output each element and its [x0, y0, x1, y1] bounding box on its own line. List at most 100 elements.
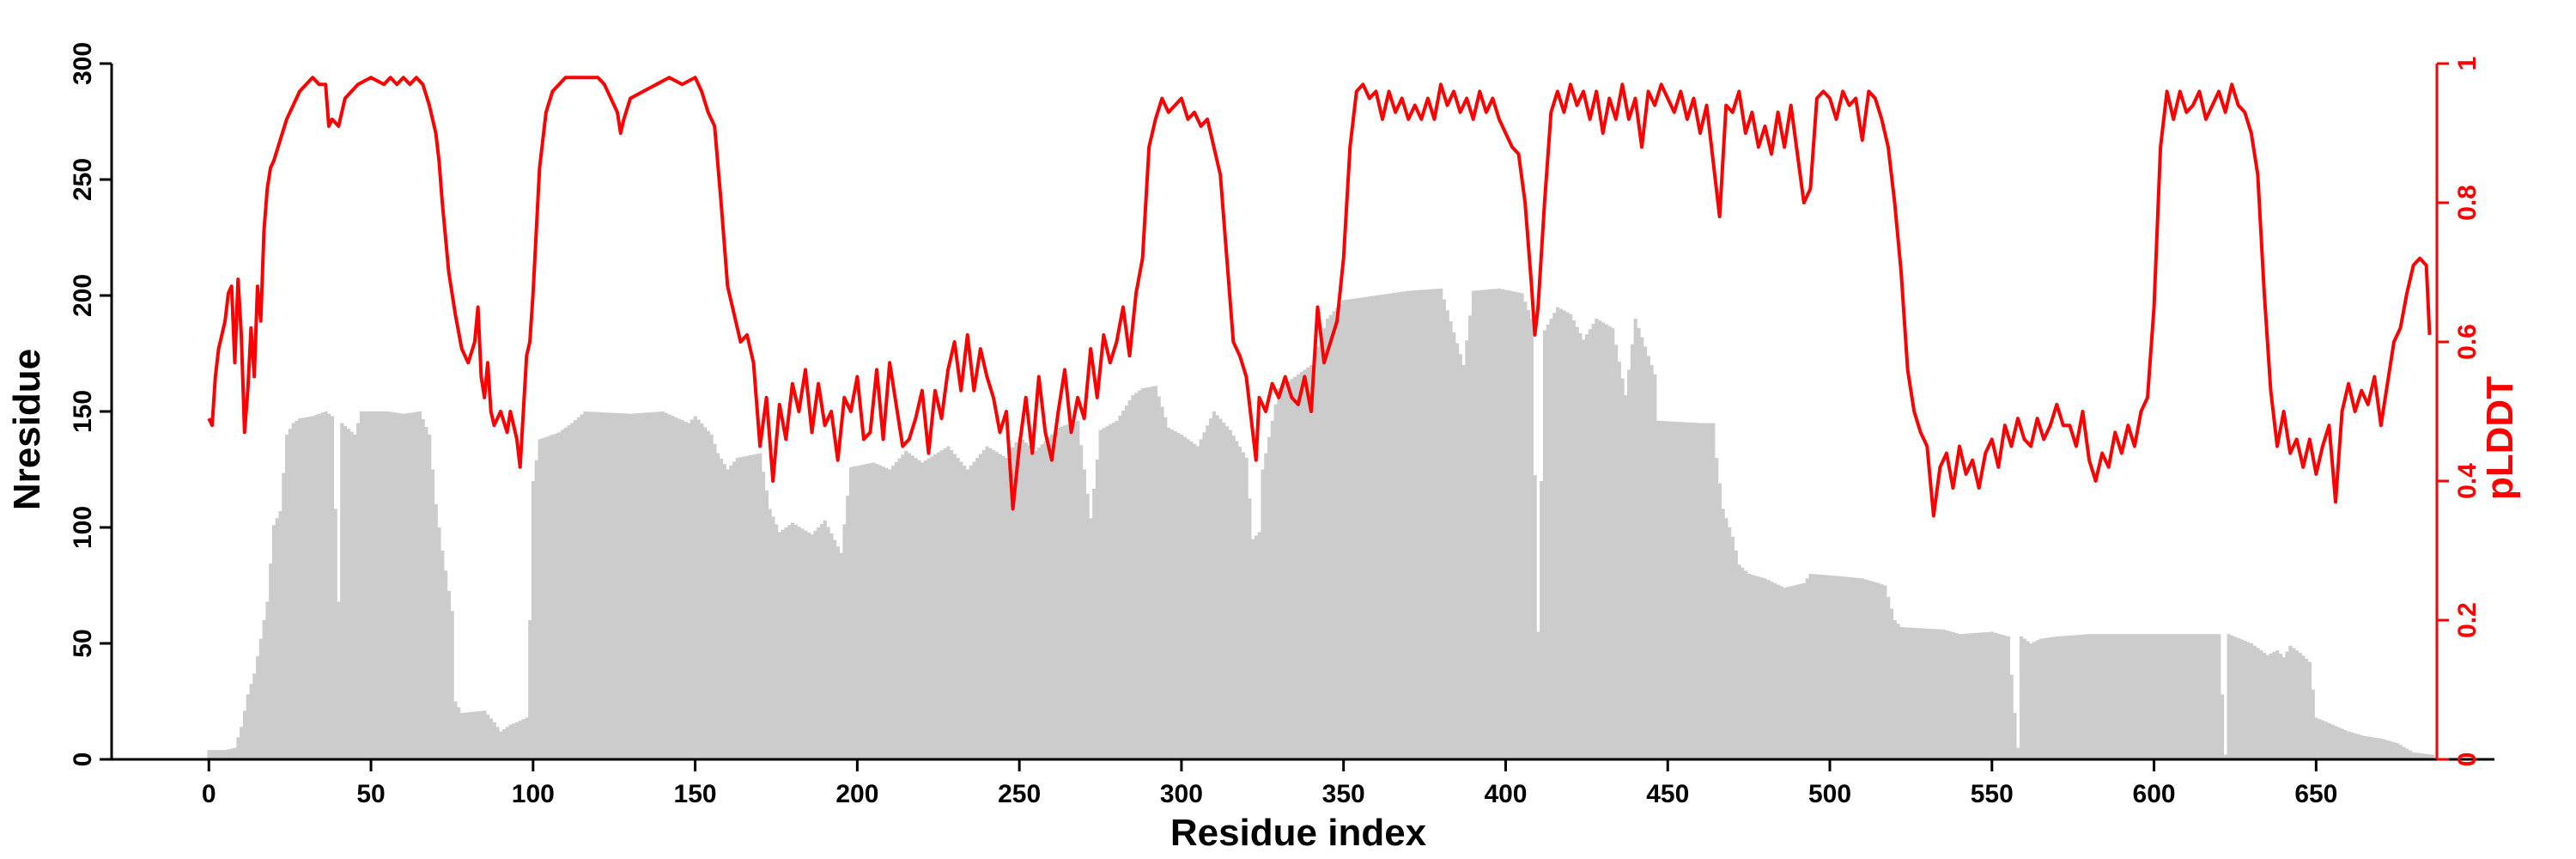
coverage-bar — [848, 466, 854, 759]
coverage-bar — [1481, 289, 1485, 760]
coverage-bar — [846, 496, 850, 759]
y-tick-label: 50 — [69, 629, 97, 657]
coverage-bar — [2194, 634, 2198, 759]
coverage-bar — [635, 413, 639, 759]
coverage-bar — [395, 412, 399, 759]
coverage-bar — [2055, 636, 2059, 759]
coverage-bar — [2311, 690, 2315, 759]
coverage-bar — [629, 413, 633, 759]
coverage-bar — [1410, 290, 1414, 760]
coverage-bar — [706, 430, 710, 759]
coverage-bar — [346, 429, 350, 759]
coverage-bar — [2272, 651, 2276, 759]
coverage-bar — [434, 504, 438, 759]
coverage-bar — [1173, 430, 1177, 759]
coverage-bar — [865, 463, 869, 759]
coverage-bar — [1552, 313, 1557, 759]
coverage-bar — [1679, 422, 1683, 759]
coverage-bar — [888, 469, 892, 759]
coverage-bar — [1231, 436, 1236, 759]
coverage-bar — [2402, 746, 2406, 759]
coverage-bar — [1176, 432, 1181, 759]
coverage-bar — [1984, 632, 1988, 759]
coverage-bar — [2090, 634, 2095, 759]
y-tick-label: 250 — [69, 158, 97, 201]
coverage-bar — [1993, 632, 1997, 759]
coverage-bar — [1163, 417, 1168, 759]
coverage-bar — [2275, 650, 2280, 759]
coverage-bar — [1717, 483, 1722, 759]
coverage-bar — [2424, 753, 2429, 759]
coverage-bar — [1195, 446, 1200, 759]
coverage-bar — [1578, 332, 1583, 759]
coverage-bar — [994, 452, 999, 759]
coverage-bar — [1575, 326, 1579, 759]
coverage-bar — [547, 436, 551, 759]
coverage-bar — [1916, 628, 1920, 759]
coverage-bar — [2288, 645, 2293, 759]
coverage-bar — [1442, 299, 1447, 759]
coverage-bar — [726, 469, 730, 759]
coverage-bar — [1649, 365, 1654, 759]
x-tick-label: 500 — [1808, 780, 1851, 808]
coverage-bar — [2210, 634, 2215, 759]
coverage-bar — [1396, 292, 1401, 760]
coverage-bar — [2172, 634, 2176, 759]
coverage-bar — [1484, 289, 1489, 759]
coverage-bar — [1951, 632, 1955, 759]
x-ticks: 0 50 100 150 200 250 300 350 400 450 500 550 600 650 — [202, 759, 2337, 808]
coverage-bar — [295, 420, 299, 759]
coverage-bar — [2016, 747, 2020, 759]
coverage-bar — [1419, 289, 1424, 759]
coverage-bar — [761, 472, 766, 759]
coverage-bar — [622, 413, 626, 759]
y-tick-label: 0 — [69, 752, 97, 767]
coverage-bar — [1137, 390, 1142, 759]
coverage-bar — [1024, 442, 1028, 759]
coverage-bar — [819, 523, 824, 759]
coverage-bar — [1328, 314, 1333, 759]
coverage-bar — [505, 727, 509, 759]
coverage-bar — [2392, 742, 2397, 759]
coverage-bar — [1339, 303, 1343, 760]
coverage-bar — [534, 460, 538, 759]
coverage-bar — [563, 427, 568, 759]
coverage-bar — [2233, 637, 2238, 759]
coverage-bar — [703, 427, 708, 759]
coverage-bar — [544, 436, 549, 759]
y2-tick-label: 0.4 — [2453, 463, 2482, 499]
coverage-bar — [612, 412, 617, 759]
coverage-bar — [1461, 365, 1466, 759]
coverage-bar — [2009, 674, 2014, 759]
coverage-bar — [1341, 300, 1346, 759]
coverage-bar — [910, 455, 914, 759]
coverage-bar — [1374, 295, 1378, 759]
coverage-bar — [2318, 719, 2322, 759]
coverage-bar — [1180, 435, 1184, 759]
coverage-bar — [1387, 293, 1391, 760]
coverage-bar — [671, 416, 675, 759]
coverage-bar — [735, 458, 739, 759]
coverage-bar — [521, 719, 526, 759]
coverage-bar — [415, 411, 419, 759]
coverage-bar — [1516, 292, 1521, 759]
coverage-bar — [1925, 628, 1929, 759]
coverage-bar — [1617, 361, 1621, 759]
coverage-bar — [1941, 629, 1946, 759]
coverage-bar — [1144, 387, 1148, 759]
coverage-bar — [804, 530, 808, 759]
coverage-bar — [1783, 588, 1787, 759]
coverage-bar — [1876, 582, 1880, 759]
coverage-bar — [1361, 297, 1365, 759]
coverage-bar — [233, 747, 237, 759]
coverage-bar — [758, 453, 762, 759]
coverage-bar — [2113, 634, 2117, 759]
coverage-bar — [813, 531, 817, 759]
coverage-bar — [557, 432, 562, 759]
coverage-bar — [1653, 374, 1657, 759]
coverage-bar — [2301, 655, 2306, 759]
coverage-bar — [1439, 288, 1443, 759]
coverage-bar — [1005, 458, 1009, 759]
coverage-bar — [787, 525, 792, 759]
coverage-bar — [1206, 425, 1210, 759]
